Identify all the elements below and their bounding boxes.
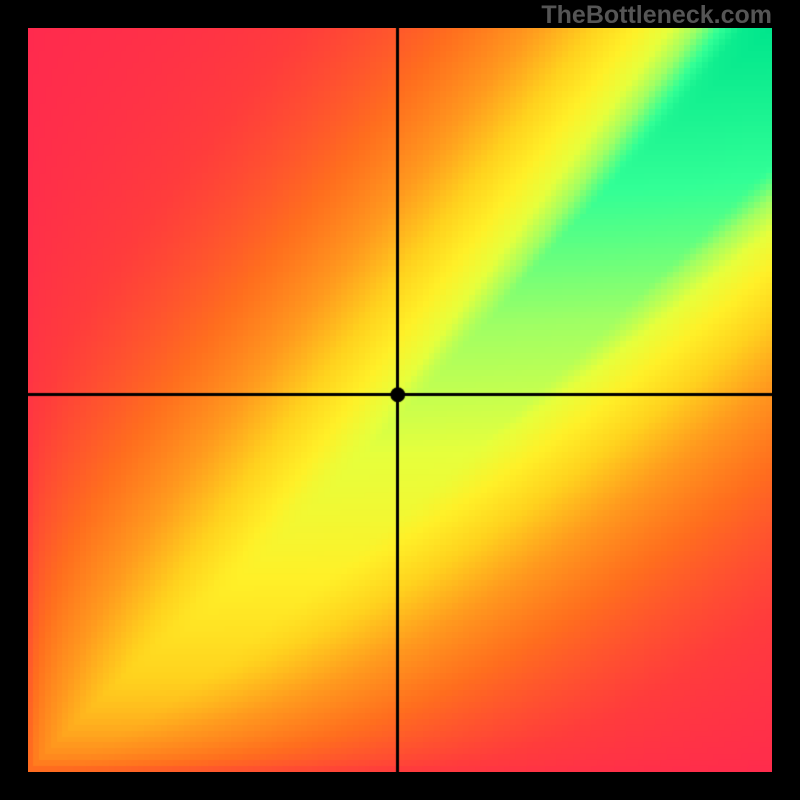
heatmap-canvas (28, 28, 772, 772)
watermark-text: TheBottleneck.com (541, 1, 772, 30)
